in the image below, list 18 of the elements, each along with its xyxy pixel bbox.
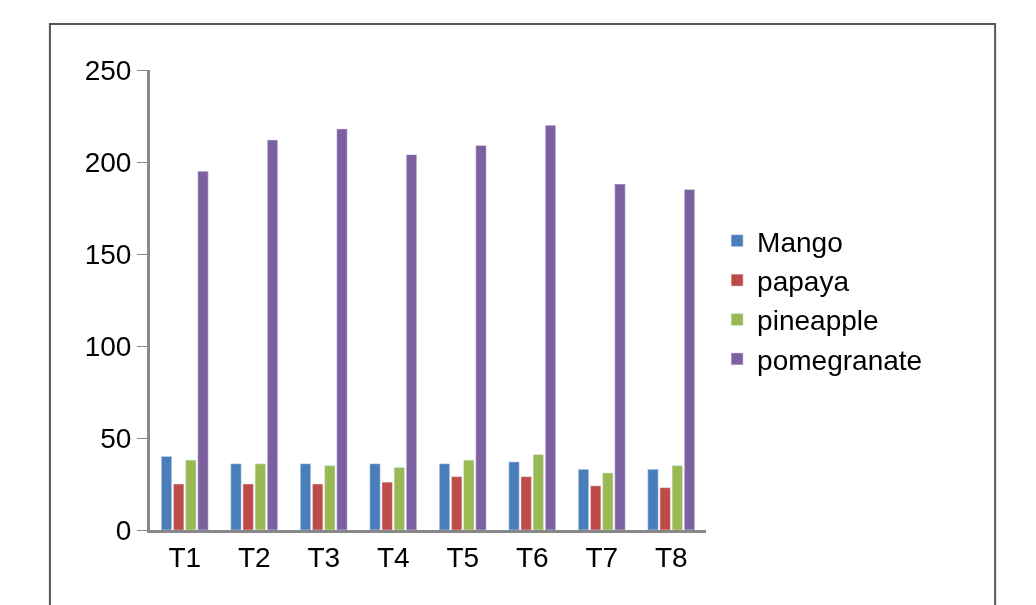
- y-tick-label: 200: [84, 146, 132, 178]
- x-tick-label: T5: [446, 541, 480, 573]
- y-tick-label: 50: [100, 422, 132, 454]
- x-tick-label: T7: [585, 541, 619, 573]
- y-tick-label: 0: [115, 514, 132, 546]
- x-tick-label: T8: [654, 541, 688, 573]
- x-tick-label: T2: [237, 541, 271, 573]
- legend-label: pineapple: [757, 305, 879, 337]
- y-tick-label: 100: [84, 330, 132, 362]
- legend-label: papaya: [757, 266, 850, 298]
- legend-label: pomegranate: [757, 344, 923, 376]
- x-tick-label: T1: [168, 541, 202, 573]
- legend-label: Mango: [757, 226, 843, 258]
- x-tick-label: T4: [376, 541, 410, 573]
- y-tick-label: 250: [84, 54, 132, 86]
- x-tick-label: T6: [515, 541, 549, 573]
- y-tick-label: 150: [84, 238, 132, 270]
- x-tick-label: T3: [307, 541, 341, 573]
